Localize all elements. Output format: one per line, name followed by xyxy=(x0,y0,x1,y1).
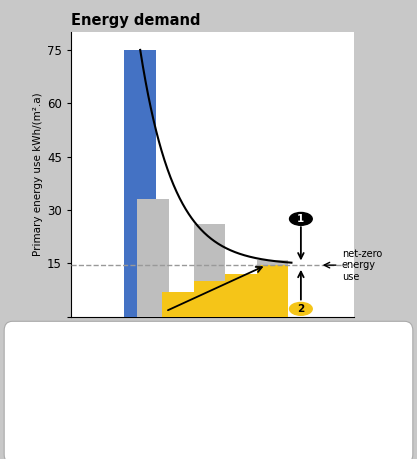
Text: 1: 1 xyxy=(36,357,44,366)
Bar xyxy=(225,274,257,317)
Text: net-zero
energy
use: net-zero energy use xyxy=(342,248,382,282)
Bar xyxy=(124,50,156,317)
Text: reduces energy demand by 80%: reduces energy demand by 80% xyxy=(167,355,363,368)
Bar xyxy=(162,292,194,317)
Text: of energy demand: of energy demand xyxy=(68,425,176,439)
Bar xyxy=(137,199,168,317)
Circle shape xyxy=(289,213,312,225)
Text: Energy demand: Energy demand xyxy=(71,13,201,28)
Circle shape xyxy=(5,403,75,426)
Bar xyxy=(194,281,225,317)
Text: 2: 2 xyxy=(36,410,44,420)
Bar xyxy=(194,224,225,281)
Circle shape xyxy=(5,350,75,373)
Bar xyxy=(257,260,288,265)
Text: 1: 1 xyxy=(297,214,304,224)
Text: supplies the remaining 20%: supplies the remaining 20% xyxy=(230,391,399,404)
Text: Efficiency: Efficiency xyxy=(68,355,132,368)
Y-axis label: Primary energy use kWh/(m².a): Primary energy use kWh/(m².a) xyxy=(33,93,43,256)
Text: Renewable energy: Renewable energy xyxy=(68,391,191,404)
Bar xyxy=(257,265,288,317)
Circle shape xyxy=(289,302,312,315)
Text: 2: 2 xyxy=(297,304,304,314)
